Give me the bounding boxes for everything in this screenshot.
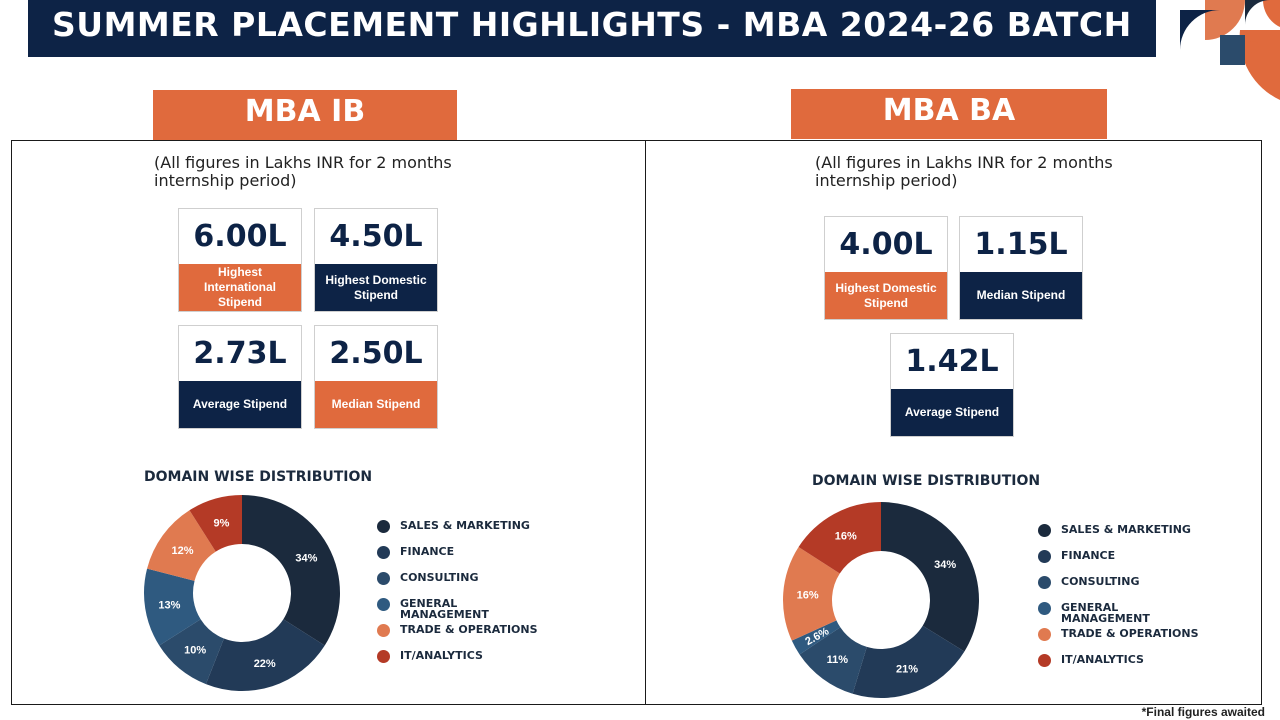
ba-domain-donut-chart: 34%21%11%2.6%16%16% xyxy=(783,502,979,698)
ib-donut-slice-1 xyxy=(242,495,340,646)
ba-domain-title: DOMAIN WISE DISTRIBUTION xyxy=(812,473,1041,489)
ib-domain-title: DOMAIN WISE DISTRIBUTION xyxy=(144,469,373,485)
stat-value: 4.00L xyxy=(839,227,933,262)
legend-item: GENERAL MANAGEMENT xyxy=(1038,602,1208,624)
legend-label: GENERAL MANAGEMENT xyxy=(1061,601,1150,625)
stat-label: Highest Domestic Stipend xyxy=(315,264,437,311)
legend-label: TRADE & OPERATIONS xyxy=(1061,627,1199,640)
stat-value: 2.50L xyxy=(329,336,423,371)
page-title: SUMMER PLACEMENT HIGHLIGHTS - MBA 2024-2… xyxy=(28,0,1156,57)
ba-donut-slice-1 xyxy=(881,502,979,652)
ib-stat-highest-international: 6.00L Highest International Stipend xyxy=(178,208,302,312)
stat-value: 4.50L xyxy=(329,219,423,254)
legend-item: SALES & MARKETING xyxy=(1038,524,1208,537)
ba-donut-slice-label-1: 34% xyxy=(934,559,956,571)
legend-dot xyxy=(1038,602,1051,615)
legend-dot xyxy=(1038,576,1051,589)
stat-label: Average Stipend xyxy=(179,381,301,428)
legend-item: GENERAL MANAGEMENT xyxy=(377,598,547,620)
tab-mba-ba: MBA BA xyxy=(791,89,1107,139)
ib-domain-donut-chart: 34% 22% 10% 13% 12% 9% xyxy=(144,495,340,691)
ib-stat-highest-domestic: 4.50L Highest Domestic Stipend xyxy=(314,208,438,312)
legend-item: CONSULTING xyxy=(377,572,547,585)
ba-stat-highest-domestic: 4.00L Highest Domestic Stipend xyxy=(824,216,948,320)
legend-dot xyxy=(1038,524,1051,537)
ib-donut-slice-5 xyxy=(147,510,216,581)
ba-donut-slice-6 xyxy=(798,502,881,574)
legend-dot xyxy=(377,546,390,559)
legend-dot xyxy=(1038,550,1051,563)
stat-label: Median Stipend xyxy=(960,272,1082,319)
stat-value: 2.73L xyxy=(193,336,287,371)
ib-stat-median: 2.50L Median Stipend xyxy=(314,325,438,429)
ib-donut-slice-2 xyxy=(205,619,325,691)
tab-mba-ib: MBA IB xyxy=(153,90,457,140)
legend-dot xyxy=(1038,654,1051,667)
ba-donut-slice-3 xyxy=(799,627,867,694)
ba-donut-slice-label-3: 11% xyxy=(827,654,849,666)
legend-label: IT/ANALYTICS xyxy=(1061,653,1144,666)
ba-donut-slice-label-2: 21% xyxy=(896,664,918,676)
legend-item: IT/ANALYTICS xyxy=(1038,654,1208,667)
ba-donut-slice-label-6: 16% xyxy=(835,530,857,542)
legend-label: IT/ANALYTICS xyxy=(400,649,483,662)
stat-value: 6.00L xyxy=(193,219,287,254)
ib-donut-slice-label-4: 13% xyxy=(158,599,180,611)
legend-dot xyxy=(377,572,390,585)
ba-figures-note: (All figures in Lakhs INR for 2 months i… xyxy=(815,153,1113,190)
stat-label: Average Stipend xyxy=(891,389,1013,436)
ib-donut-slice-label-2: 22% xyxy=(254,658,276,670)
ba-stat-median: 1.15L Median Stipend xyxy=(959,216,1083,320)
ib-figures-note: (All figures in Lakhs INR for 2 months i… xyxy=(154,153,452,190)
legend-dot xyxy=(377,598,390,611)
ba-donut-slice-5 xyxy=(783,546,840,641)
legend-label: FINANCE xyxy=(400,545,455,558)
legend-label: TRADE & OPERATIONS xyxy=(400,623,538,636)
footnote: *Final figures awaited xyxy=(1141,705,1265,719)
legend-dot xyxy=(377,624,390,637)
legend-dot xyxy=(377,520,390,533)
legend-label: SALES & MARKETING xyxy=(1061,523,1191,536)
stat-label: Median Stipend xyxy=(315,381,437,428)
legend-item: FINANCE xyxy=(377,546,547,559)
legend-item: TRADE & OPERATIONS xyxy=(1038,628,1208,641)
legend-item: CONSULTING xyxy=(1038,576,1208,589)
legend-dot xyxy=(1038,628,1051,641)
legend-label: SALES & MARKETING xyxy=(400,519,530,532)
legend-item: TRADE & OPERATIONS xyxy=(377,624,547,637)
ib-donut-slice-4 xyxy=(144,568,201,646)
corner-decoration xyxy=(1180,0,1280,100)
ib-stat-average: 2.73L Average Stipend xyxy=(178,325,302,429)
legend-item: SALES & MARKETING xyxy=(377,520,547,533)
ba-donut-slice-label-5: 16% xyxy=(797,590,819,602)
legend-item: IT/ANALYTICS xyxy=(377,650,547,663)
ba-donut-slice-4 xyxy=(791,620,841,655)
ib-donut-slice-label-5: 12% xyxy=(172,545,194,557)
ba-donut-slice-2 xyxy=(852,625,965,698)
ib-donut-slice-6 xyxy=(189,495,242,552)
legend-label: FINANCE xyxy=(1061,549,1116,562)
ib-donut-slice-label-1: 34% xyxy=(295,553,317,565)
legend-item: FINANCE xyxy=(1038,550,1208,563)
stat-label: Highest International Stipend xyxy=(179,264,301,311)
legend-label: CONSULTING xyxy=(1061,575,1140,588)
ba-stat-average: 1.42L Average Stipend xyxy=(890,333,1014,437)
ib-donut-slice-label-6: 9% xyxy=(214,517,230,529)
legend-label: GENERAL MANAGEMENT xyxy=(400,597,489,621)
stat-label: Highest Domestic Stipend xyxy=(825,272,947,319)
stat-value: 1.42L xyxy=(905,344,999,379)
stat-value: 1.15L xyxy=(974,227,1068,262)
ib-donut-slice-3 xyxy=(159,619,224,685)
ib-donut-slice-label-3: 10% xyxy=(184,645,206,657)
legend-label: CONSULTING xyxy=(400,571,479,584)
legend-dot xyxy=(377,650,390,663)
